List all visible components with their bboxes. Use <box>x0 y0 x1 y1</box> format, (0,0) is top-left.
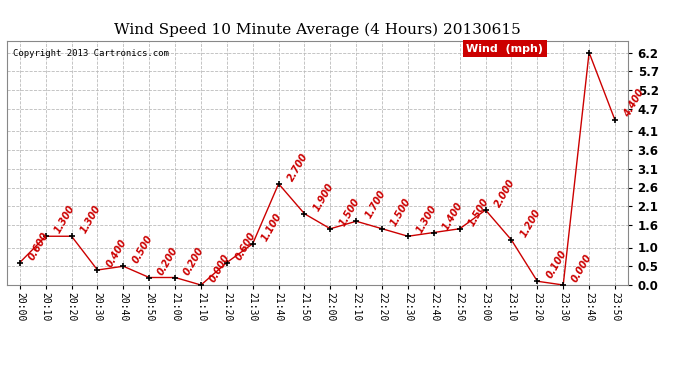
Text: 0.000: 0.000 <box>208 253 232 284</box>
Text: 1.300: 1.300 <box>52 204 77 236</box>
Title: Wind Speed 10 Minute Average (4 Hours) 20130615: Wind Speed 10 Minute Average (4 Hours) 2… <box>114 23 521 37</box>
Text: 1.500: 1.500 <box>466 196 491 228</box>
Text: Copyright 2013 Cartronics.com: Copyright 2013 Cartronics.com <box>13 49 169 58</box>
Text: 0.500: 0.500 <box>130 234 155 266</box>
Text: 1.400: 1.400 <box>441 200 465 232</box>
Text: 1.700: 1.700 <box>363 189 387 220</box>
Text: 0.200: 0.200 <box>182 245 206 277</box>
Text: 2.000: 2.000 <box>493 178 517 209</box>
Text: 2.700: 2.700 <box>286 152 310 183</box>
Text: 0.200: 0.200 <box>156 245 180 277</box>
Text: 1.500: 1.500 <box>389 196 413 228</box>
Text: 1.100: 1.100 <box>259 211 284 243</box>
Text: 0.400: 0.400 <box>104 238 128 269</box>
Text: 0.100: 0.100 <box>544 249 569 280</box>
Text: 0.600: 0.600 <box>27 230 51 262</box>
Text: 4.400: 4.400 <box>622 88 646 119</box>
Text: 1.500: 1.500 <box>337 196 362 228</box>
Text: 1.200: 1.200 <box>518 208 542 239</box>
Text: 0.000: 0.000 <box>570 253 594 284</box>
Text: 0.600: 0.600 <box>234 230 258 262</box>
Text: 1.300: 1.300 <box>79 204 103 236</box>
Text: 1.900: 1.900 <box>311 182 335 213</box>
Text: Wind  (mph): Wind (mph) <box>466 44 544 54</box>
Text: 1.300: 1.300 <box>415 204 439 236</box>
